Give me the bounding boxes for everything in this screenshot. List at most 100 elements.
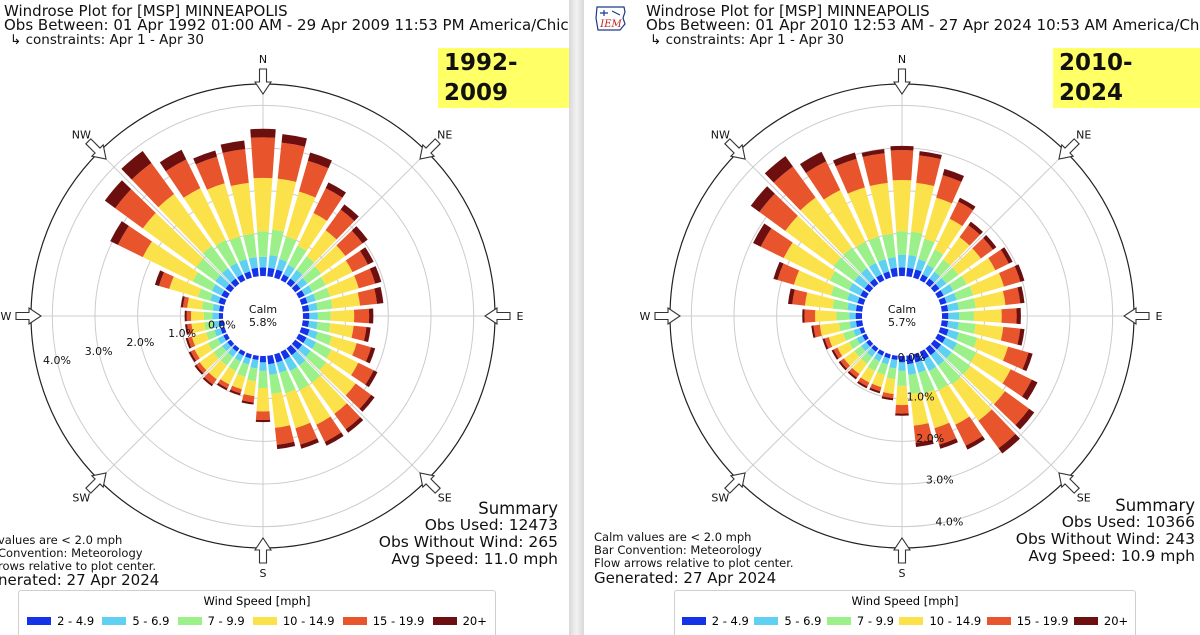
wind-bar-segment [316,321,331,333]
wind-bar-segment [315,331,333,346]
wind-bar-segment [815,310,837,322]
legend-title: Wind Speed [mph] [851,594,959,608]
wind-bar-segment [104,180,132,209]
wind-bar-segment [973,309,1002,323]
ring-label: 4.0% [43,354,71,367]
legend-item: 2 - 4.9 [27,614,94,628]
legend-item: 7 - 9.9 [177,614,245,628]
direction-label: N [259,53,267,66]
wind-bar-segment [330,309,355,323]
wind-bar-segment [208,360,227,380]
legend-swatch [1073,617,1098,625]
wind-bar-segment [930,339,942,350]
wind-bar-segment [218,305,225,312]
wind-bar-segment [250,137,276,179]
wind-bar-segment [185,337,192,349]
wind-bar-segment [159,149,187,172]
wind-bar-segment [186,310,192,322]
wind-bar-segment [869,387,881,394]
wind-bar-segment [192,272,216,291]
ring-label: 3.0% [926,474,954,487]
wind-bar-segment [345,383,372,409]
flow-arrow-icon [724,138,746,160]
wind-bar-segment [317,311,331,321]
wind-bar-segment [252,354,259,361]
wind-bar-segment [1021,379,1038,401]
wind-bar-segment [286,278,296,288]
wind-bar-segment [295,422,318,445]
flow-arrow-icon [724,472,746,494]
calm-value: 5.8% [249,316,277,329]
wind-bar-segment [913,269,922,280]
wind-bar-segment [363,327,371,343]
direction-label: W [640,310,651,323]
obs-without-wind: Obs Without Wind: 265 [378,533,558,551]
wind-bar-segment [856,335,866,345]
wind-bar-segment [301,285,313,296]
wind-bar-segment [1015,408,1035,430]
wind-bar-segment [225,283,235,293]
ring-label: 3.0% [85,345,113,358]
obs-used: Obs Used: 12473 [424,516,558,534]
calm-disc [225,278,301,354]
wind-bar-segment [232,344,240,352]
legend-title: Wind Speed [mph] [203,594,311,608]
wind-bar-segment [296,256,315,275]
wind-bar-segment [353,308,370,324]
wind-bar-segment [258,370,268,389]
wind-bar-segment [858,377,870,387]
wind-bar-segment [288,245,307,269]
wind-bar-segment [940,284,954,296]
wind-bar-segment [308,320,318,330]
wind-bar-segment [302,312,310,320]
wind-bar-segment [891,354,898,361]
flow-arrow-icon [484,306,511,326]
wind-bar-segment [251,267,259,278]
wind-bar-segment [218,320,225,327]
wind-bar-segment [216,382,228,391]
plot-notes: values are < 2.0 mph Convention: Meteoro… [0,534,156,573]
wind-bar-segment [805,161,841,200]
ring-label: 2.0% [126,336,154,349]
summary-box: Summary Obs Used: 12473 Obs Without Wind… [379,500,558,568]
direction-label: NW [72,128,91,141]
wind-bar-segment [999,266,1021,287]
wind-bar-segment [919,349,930,360]
wind-bar-segment [930,283,940,293]
wind-bar-segment [345,417,364,433]
wind-bar-segment [855,320,864,328]
wind-bar-segment [935,333,946,344]
wind-bar-segment [301,304,310,312]
wind-bar-segment [886,367,897,380]
wind-bar-segment [1017,328,1025,346]
wind-bar-segment [918,238,935,262]
wind-bar-segment [188,351,197,363]
wind-bar-segment [862,333,869,341]
wind-bar-segment [255,411,271,420]
wind-bar-segment [918,370,935,394]
wind-bar-segment [910,392,929,426]
summary-title: Summary [1115,496,1195,515]
wind-bar-segment [191,332,209,347]
wind-bar-segment [221,290,230,299]
wind-bar-segment [869,278,879,288]
flow-arrow-icon [15,306,42,326]
wind-bar-segment [838,321,851,332]
wind-bar-segment [1022,352,1033,372]
wind-bar-segment [258,256,268,268]
wind-bar-segment [859,327,866,334]
wind-bar-segment [194,364,204,375]
wind-bar-segment [220,352,234,366]
wind-bar-segment [876,274,885,283]
wind-bar-segment [866,339,874,347]
wind-bar-segment [860,366,876,383]
legend-swatch [342,617,367,625]
wind-bar-segment [230,278,240,288]
wind-bar-segment [142,241,198,282]
wind-bar-segment [840,358,851,369]
wind-bar-segment [359,247,374,265]
wind-bar-segment [938,297,947,305]
wind-bar-segment [359,394,375,412]
wind-bar-segment [218,297,227,305]
